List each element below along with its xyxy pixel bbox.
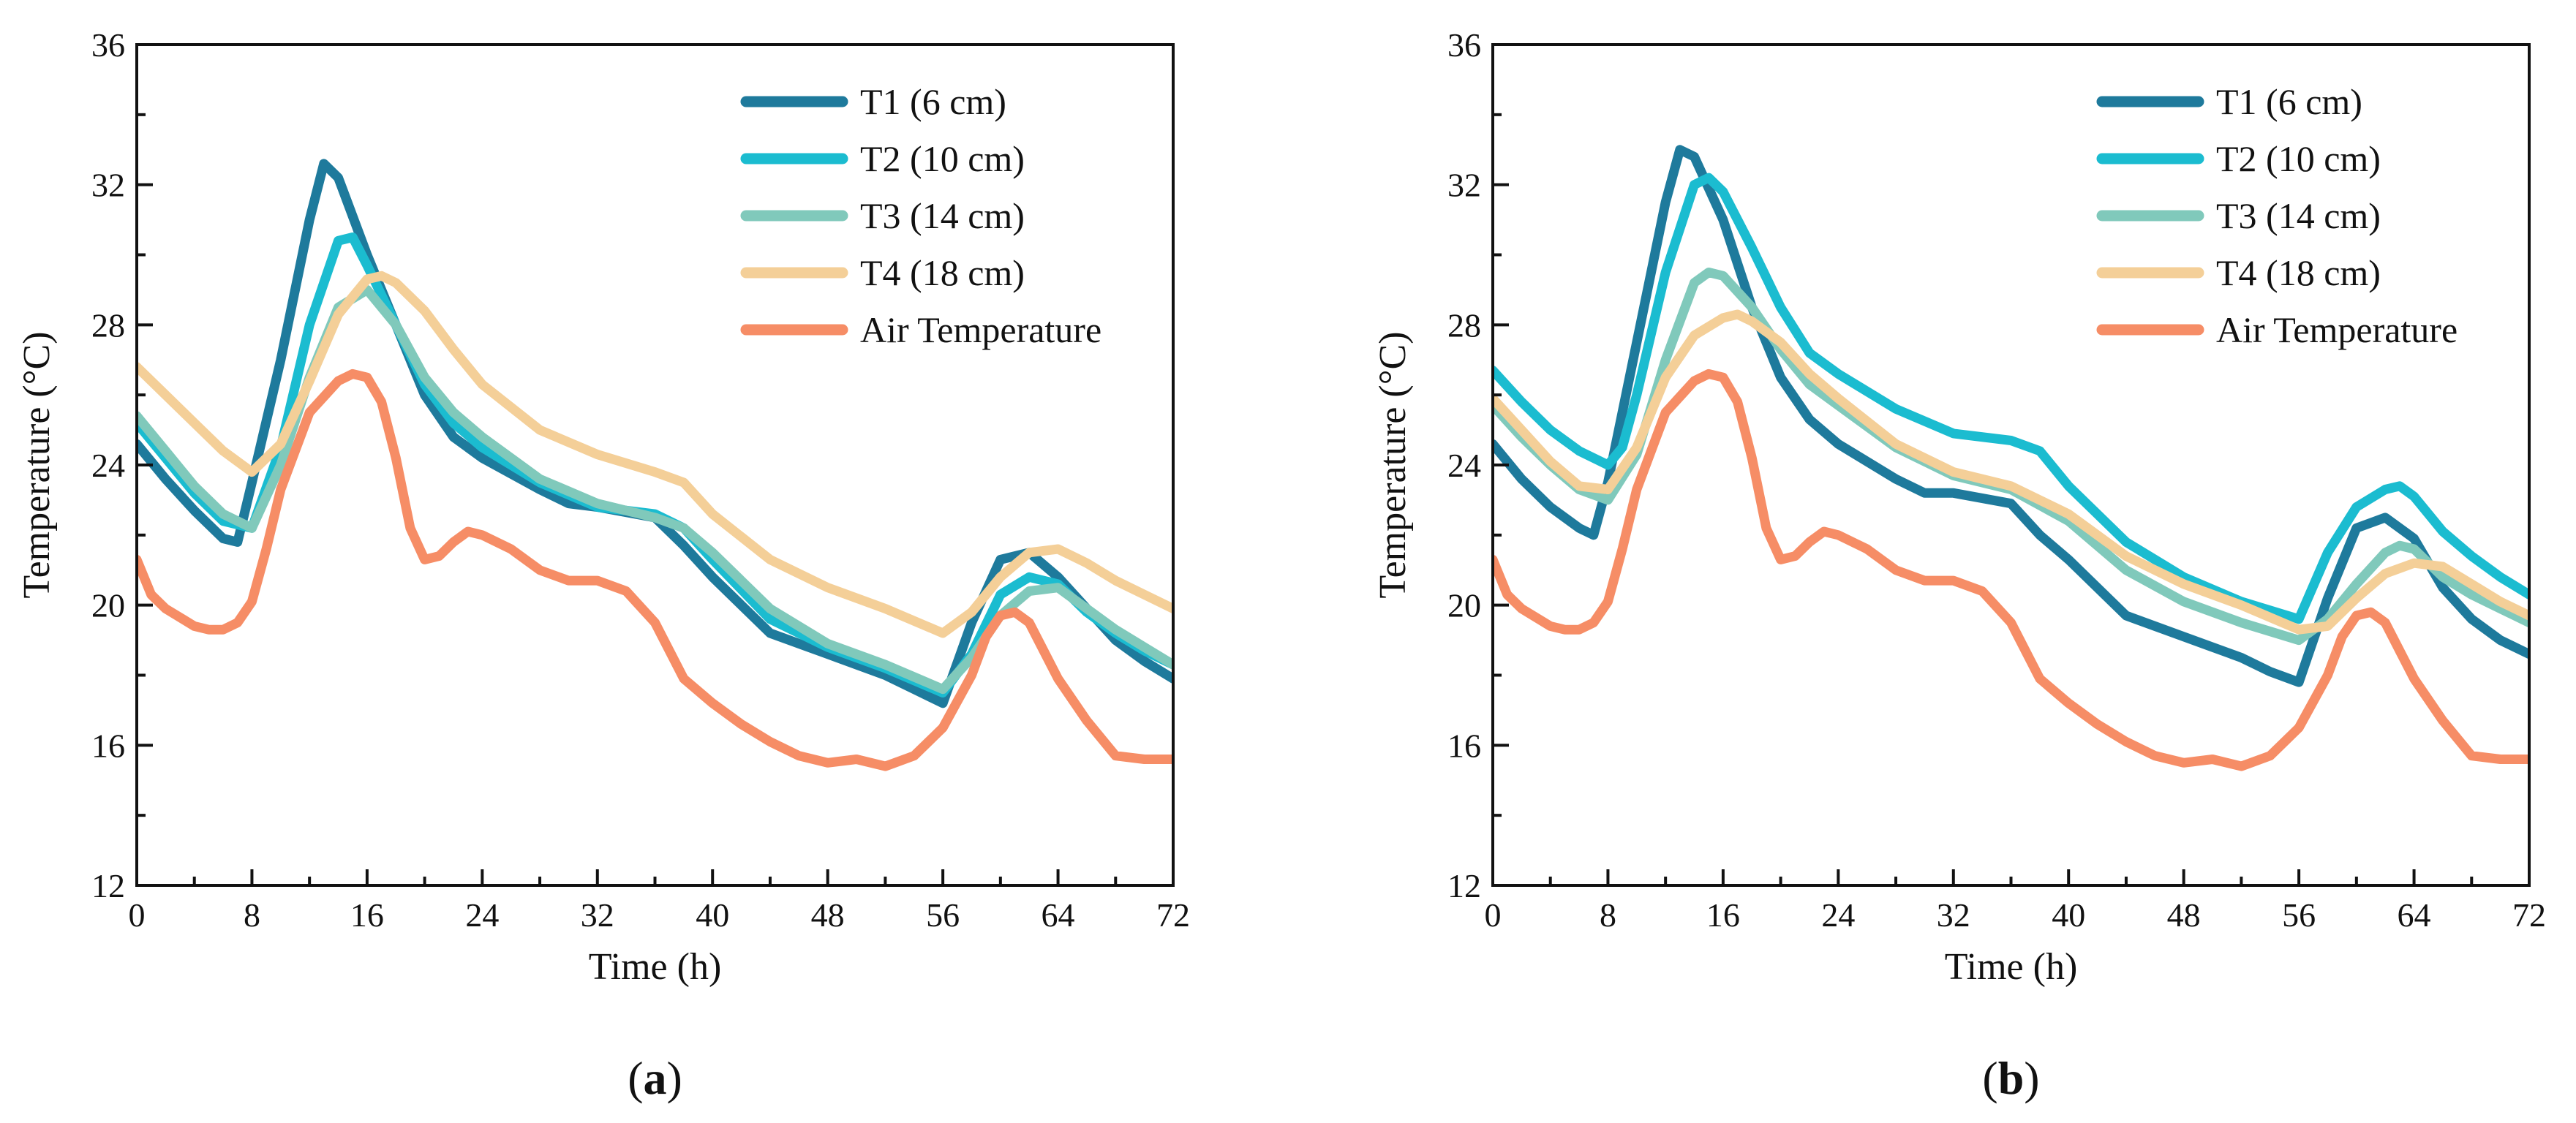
y-tick-label: 24: [1447, 447, 1481, 484]
x-tick-label: 48: [811, 896, 845, 934]
x-tick-label: 64: [1042, 896, 1075, 934]
x-tick-label: 40: [2052, 896, 2085, 934]
y-tick-label: 28: [1447, 306, 1481, 344]
x-tick-label: 72: [1156, 896, 1190, 934]
x-tick-label: 32: [1937, 896, 1970, 934]
legend-label-t2: T2 (10 cm): [860, 138, 1025, 179]
legend-label-t4: T4 (18 cm): [2216, 252, 2381, 293]
series-line-t4: [137, 271, 1173, 638]
legend-label-t3: T3 (14 cm): [860, 195, 1025, 236]
x-tick-label: 24: [465, 896, 499, 934]
x-tick-label: 72: [2512, 896, 2546, 934]
x-tick-label: 24: [1821, 896, 1855, 934]
x-tick-label: 8: [1600, 896, 1616, 934]
y-tick-label: 20: [1447, 587, 1481, 624]
y-tick-label: 16: [1447, 727, 1481, 764]
legend-label-t2: T2 (10 cm): [2216, 138, 2381, 179]
x-axis-title: Time (h): [1945, 946, 2078, 988]
legend-label-air: Air Temperature: [860, 309, 1101, 350]
panel-label: (b): [1982, 1052, 2039, 1104]
x-tick-label: 8: [244, 896, 260, 934]
x-tick-label: 48: [2167, 896, 2201, 934]
series-line-air: [137, 368, 1173, 771]
y-tick-label: 32: [1447, 167, 1481, 204]
x-tick-label: 16: [1706, 896, 1740, 934]
y-tick-label: 20: [91, 587, 125, 624]
x-tick-label: 0: [129, 896, 146, 934]
y-tick-label: 12: [91, 867, 125, 904]
y-tick-label: 36: [1447, 26, 1481, 64]
x-tick-label: 64: [2398, 896, 2431, 934]
legend: T1 (6 cm) T2 (10 cm) T3 (14 cm) T4 (18 cm) A…: [2096, 81, 2458, 350]
chart-panel-a: 0 8 16 24 32 40 48 56 64 72 12 16 20 24 28 32 36 Time (h)…: [16, 26, 1190, 1104]
y-axis-title: Temperature (°C): [1372, 331, 1414, 598]
y-tick-label: 24: [91, 447, 125, 484]
y-tick-label: 36: [91, 26, 125, 64]
legend-label-t3: T3 (14 cm): [2216, 195, 2381, 236]
y-tick-label: 32: [91, 167, 125, 204]
x-tick-label: 0: [1485, 896, 1502, 934]
chart-panel-b: 0 8 16 24 32 40 48 56 64 72 12 16 20 24 28 32 36 Time (h)…: [1372, 26, 2546, 1104]
series-line-t1: [1493, 145, 2529, 687]
panel-label: (a): [628, 1052, 682, 1104]
legend-label-t1: T1 (6 cm): [860, 81, 1006, 122]
y-tick-label: 16: [91, 727, 125, 764]
x-tick-label: 40: [696, 896, 729, 934]
x-tick-label: 32: [581, 896, 614, 934]
series-line-air: [1493, 368, 2529, 771]
legend-label-t1: T1 (6 cm): [2216, 81, 2362, 122]
series-line-t2: [1493, 173, 2529, 624]
x-tick-label: 56: [926, 896, 960, 934]
x-axis-title: Time (h): [589, 946, 722, 988]
series-group: [1493, 145, 2529, 771]
series-group: [137, 159, 1173, 771]
legend-label-t4: T4 (18 cm): [860, 252, 1025, 293]
series-line-t3: [137, 284, 1173, 695]
y-tick-label: 12: [1447, 867, 1481, 904]
x-tick-label: 16: [350, 896, 384, 934]
series-line-t4: [1493, 309, 2529, 635]
y-tick-label: 28: [91, 306, 125, 344]
legend: T1 (6 cm) T2 (10 cm) T3 (14 cm) T4 (18 cm) A…: [740, 81, 1101, 350]
legend-label-air: Air Temperature: [2216, 309, 2458, 350]
x-tick-label: 56: [2282, 896, 2316, 934]
y-axis-title: Temperature (°C): [16, 331, 58, 598]
